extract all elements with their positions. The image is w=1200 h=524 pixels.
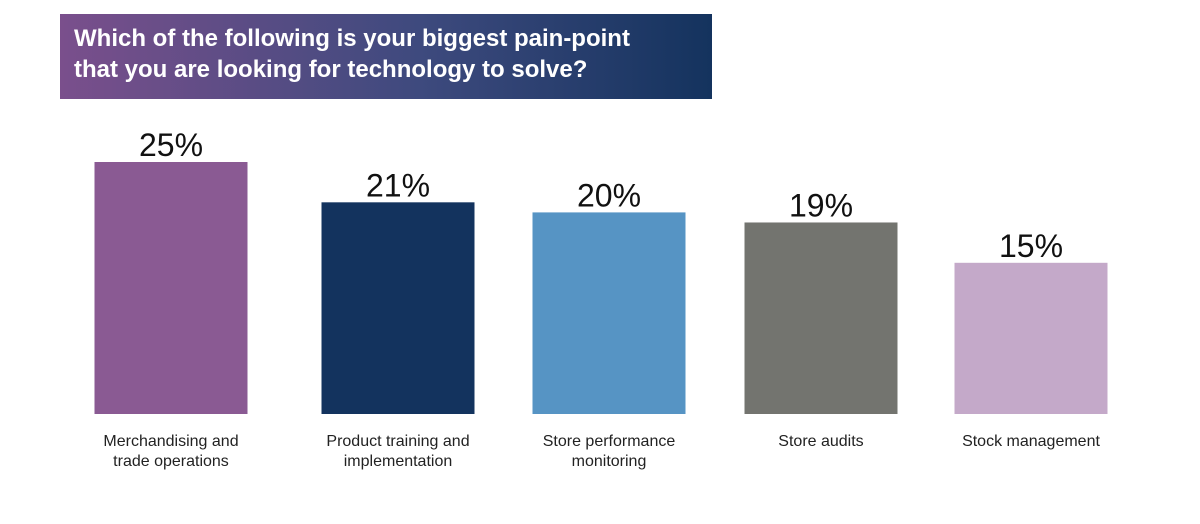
category-label-0-line-0: Merchandising and (103, 433, 238, 450)
chart-title-line-1: Which of the following is your biggest p… (74, 25, 630, 52)
category-label-2: Store performance monitoring (543, 433, 676, 470)
chart-title-line-2: that you are looking for technology to s… (74, 56, 588, 83)
value-label-0: 25% (139, 127, 203, 163)
category-label-1-line-0: Product training and (326, 433, 469, 450)
category-label-4: Stock management (962, 433, 1100, 450)
category-label-4-line-0: Stock management (962, 433, 1100, 450)
bar-3 (744, 222, 898, 414)
value-label-2: 20% (577, 177, 641, 213)
category-label-1: Product training and implementation (326, 433, 469, 470)
bar-2 (532, 212, 686, 414)
category-label-2-line-0: Store performance (543, 433, 676, 450)
category-label-3: Store audits (778, 433, 863, 450)
value-label-1: 21% (366, 167, 430, 203)
chart-title-banner: Which of the following is your biggest p… (60, 14, 712, 99)
category-label-3-line-0: Store audits (778, 433, 863, 450)
value-label-4: 15% (999, 228, 1063, 264)
value-label-3: 19% (789, 187, 853, 223)
bar-1 (321, 202, 475, 414)
category-label-0: Merchandising and trade operations (103, 433, 238, 470)
bar-4 (954, 262, 1108, 414)
category-label-2-line-1: monitoring (572, 453, 647, 470)
bar-0 (94, 162, 248, 414)
category-label-1-line-1: implementation (344, 453, 453, 470)
category-label-0-line-1: trade operations (113, 453, 229, 470)
